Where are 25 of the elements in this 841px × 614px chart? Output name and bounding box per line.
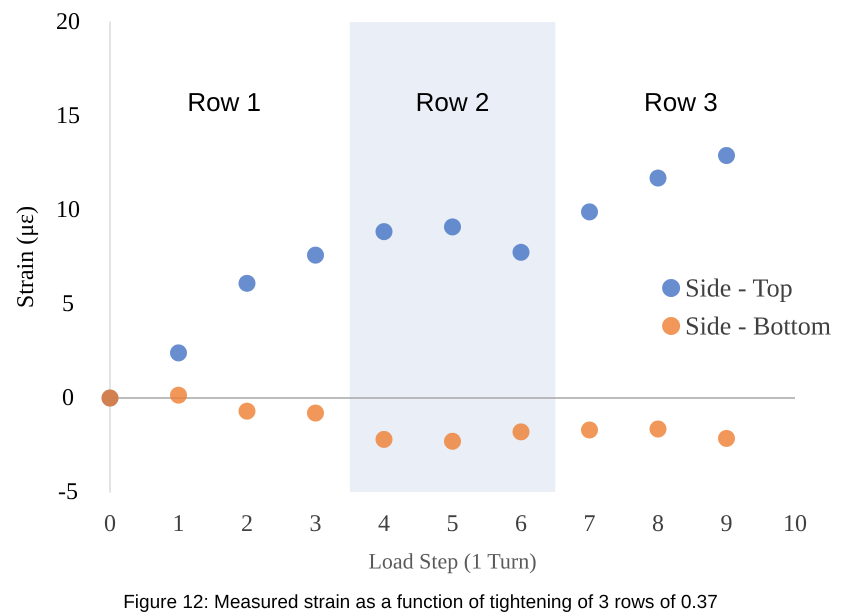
legend-label: Side - Bottom — [685, 312, 832, 340]
x-tick-label: 1 — [172, 511, 184, 537]
caption: Figure 12: Measured strain as a function of tightening of 3 rows of 0.37 — [123, 592, 718, 613]
x-tick-label: 3 — [310, 511, 322, 537]
annotation: Row 1 — [187, 87, 262, 117]
x-tick-label: 5 — [446, 511, 458, 537]
x-tick-label: 0 — [104, 511, 116, 537]
x-tick-label: 7 — [584, 511, 596, 537]
annotation: Row 2 — [416, 87, 490, 117]
y-tick-label: 5 — [62, 291, 74, 317]
x-tick-label: 2 — [241, 511, 253, 537]
y-tick-label: 15 — [56, 103, 80, 129]
y-tick-label: 20 — [56, 9, 80, 35]
x-axis-title: Load Step (1 Turn) — [368, 548, 537, 574]
y-tick-label: 0 — [62, 385, 74, 411]
x-tick-label: 8 — [652, 511, 664, 537]
annotation: Row 3 — [644, 87, 718, 117]
x-tick-label: 9 — [720, 511, 732, 537]
y-tick-label: 10 — [56, 197, 80, 223]
x-tick-label: 4 — [378, 511, 390, 537]
y-axis-title: Strain (με) — [13, 206, 39, 308]
y-tick-label: -5 — [58, 479, 78, 505]
x-tick-label: 10 — [783, 511, 807, 537]
x-tick-label: 6 — [515, 511, 527, 537]
legend-label: Side - Top — [685, 274, 793, 302]
